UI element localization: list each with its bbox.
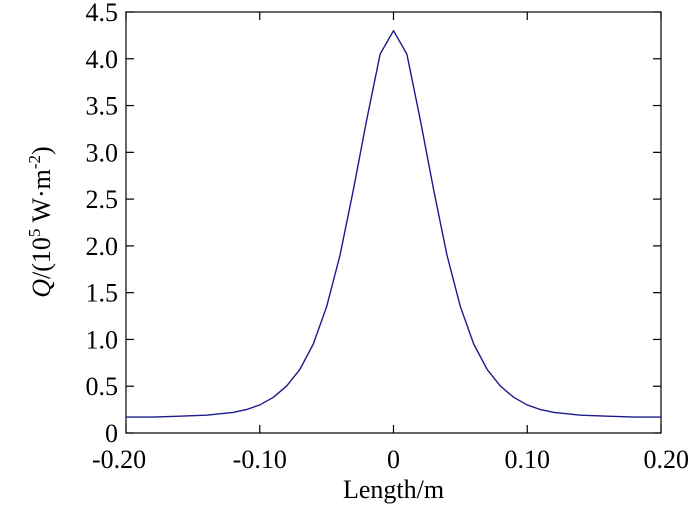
series-layer [126, 30, 661, 418]
y-tick-label: 4.0 [86, 45, 119, 74]
y-axis-title-unit: W·m [27, 169, 56, 228]
x-tick-label: -0.10 [233, 445, 287, 474]
y-axis-title-suffix: ) [27, 146, 56, 155]
x-tick-label: 0.20 [644, 445, 690, 474]
y-axis-title-unit-exponent: -2 [25, 155, 44, 169]
series-line [126, 30, 661, 418]
x-axis-ticks: -0.20 -0.10 0 0.10 0.20 [92, 12, 689, 474]
x-tick-label: 0 [387, 445, 400, 474]
y-axis-title-symbol: Q [27, 279, 56, 298]
y-tick-label: 0.5 [86, 372, 119, 401]
x-tick-label: -0.20 [92, 445, 146, 474]
y-tick-label: 1.5 [86, 279, 119, 308]
y-axis-title-prefix: /(10 [27, 237, 56, 279]
y-tick-label: 4.5 [86, 0, 119, 27]
y-tick-label: 3.0 [86, 138, 119, 167]
plot-area-frame [125, 11, 662, 434]
x-axis-title: Length/m [343, 475, 444, 504]
y-tick-label: 2.5 [86, 185, 119, 214]
y-axis-ticks: 0 0.5 1.0 1.5 2.0 2.5 3.0 3.5 4.0 4.5 [86, 0, 661, 448]
x-tick-label: 0.10 [505, 445, 551, 474]
y-tick-label: 2.0 [86, 232, 119, 261]
y-tick-label: 0 [105, 419, 118, 448]
y-tick-label: 3.5 [86, 92, 119, 121]
y-tick-label: 1.0 [86, 325, 119, 354]
y-axis-title-exponent: 5 [25, 229, 44, 238]
y-axis-title: Q/(105 W·m-2) [25, 146, 56, 297]
